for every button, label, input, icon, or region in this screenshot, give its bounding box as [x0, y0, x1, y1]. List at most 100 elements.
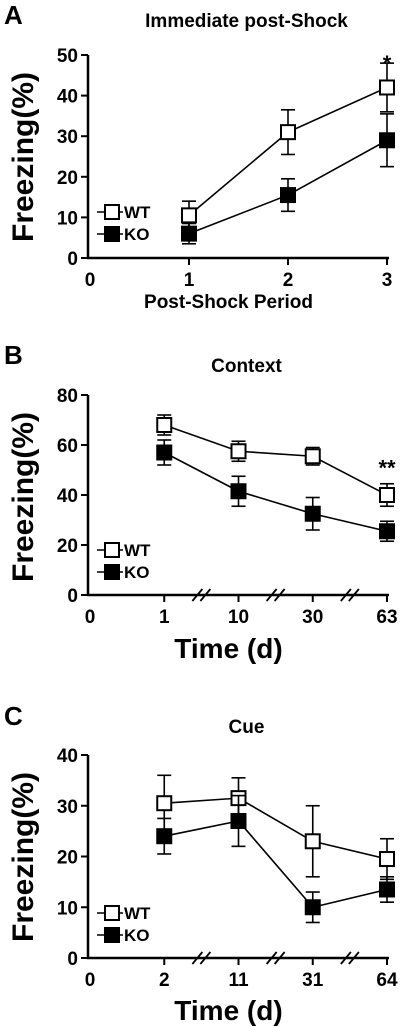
series-ko	[181, 113, 395, 245]
legend-label-ko: KO	[124, 563, 150, 582]
axis-break-mark	[199, 951, 212, 965]
x-tick-label: 1	[159, 607, 170, 628]
y-tick-label: 40	[57, 746, 78, 767]
x-tick-label: 11	[228, 970, 249, 991]
x-tick-label: 0	[85, 270, 96, 291]
y-tick-label: 60	[57, 436, 78, 457]
data-point-ko	[230, 812, 247, 829]
y-tick-label: 40	[57, 87, 78, 108]
axis-break-mark	[265, 588, 278, 602]
chart-title: Immediate post-Shock	[145, 11, 348, 32]
panel-label: A	[4, 0, 23, 30]
x-axis-label: Post-Shock Period	[144, 292, 313, 313]
series-line-ko	[164, 820, 388, 909]
data-point-wt	[304, 833, 321, 850]
legend-label-wt: WT	[124, 203, 151, 222]
legend: WT KO	[97, 904, 151, 945]
x-tick-label: 0	[85, 970, 96, 991]
panel-label: C	[4, 701, 23, 731]
legend: WT KO	[97, 541, 151, 582]
y-tick-label: 30	[57, 797, 78, 818]
axis-break-mark	[191, 588, 204, 602]
series-line-ko	[163, 451, 388, 533]
series-wt	[181, 62, 395, 231]
data-point-ko	[156, 444, 173, 461]
data-point-wt	[156, 417, 173, 433]
data-point-wt	[379, 851, 395, 868]
x-tick-label: 2	[159, 970, 170, 991]
y-tick-label: 40	[57, 486, 78, 507]
data-point-wt	[379, 79, 395, 96]
data-point-wt	[156, 795, 173, 812]
legend-label-wt: WT	[124, 541, 151, 560]
x-tick-label: 3	[382, 270, 393, 291]
legend-marker-ko	[104, 927, 120, 943]
axis-break-mark	[273, 951, 286, 965]
y-tick-label: 20	[57, 848, 78, 869]
x-tick-label: 31	[302, 970, 324, 991]
legend-label-wt: WT	[124, 904, 151, 923]
y-tick-label: 20	[57, 536, 78, 557]
data-point-ko	[379, 523, 395, 540]
axis-break-mark	[340, 951, 352, 965]
y-tick-label: 10	[57, 208, 78, 229]
series-wt	[156, 414, 395, 508]
x-tick-label: 63	[376, 607, 397, 628]
axis-break-mark	[199, 588, 212, 602]
x-tick-label: 10	[228, 607, 249, 628]
x-tick-label: 1	[184, 270, 195, 291]
significance-marker: *	[383, 51, 392, 76]
data-point-ko	[379, 132, 395, 149]
data-point-wt	[379, 487, 395, 503]
legend-marker-wt	[104, 204, 120, 220]
y-axis-label: Freezing(%)	[7, 412, 40, 582]
chart-title: Cue	[229, 717, 265, 738]
data-point-ko	[156, 828, 173, 845]
y-tick-label: 10	[57, 898, 78, 919]
axis-break-mark	[348, 951, 360, 965]
data-point-ko	[230, 483, 247, 500]
legend-marker-ko	[104, 564, 120, 580]
legend-marker-ko	[104, 226, 120, 242]
series-line-wt	[163, 424, 388, 496]
y-axis-label: Freezing(%)	[7, 772, 40, 942]
y-tick-label: 20	[57, 168, 78, 189]
data-point-ko	[304, 899, 321, 916]
significance-marker: **	[378, 456, 396, 481]
legend-label-ko: KO	[124, 225, 150, 244]
x-tick-label: 2	[283, 270, 294, 291]
x-axis-label: Time (d)	[174, 995, 282, 1026]
data-point-wt	[280, 124, 296, 141]
chart-title: Context	[211, 356, 282, 377]
legend-label-ko: KO	[124, 926, 150, 945]
x-axis-label: Time (d)	[174, 633, 282, 664]
chart-panel-c: C Cue 0 10 20 30 40 0 2 11 31 64 Time (d) Freezing(%)…	[4, 701, 398, 1026]
y-tick-label: 0	[67, 249, 78, 270]
axis-break-mark	[348, 588, 360, 602]
data-point-wt	[230, 443, 247, 460]
y-axis-label: Freezing(%)	[7, 72, 40, 242]
data-point-ko	[280, 187, 296, 204]
y-tick-label: 30	[57, 127, 78, 148]
data-point-wt	[304, 448, 321, 465]
legend-marker-wt	[104, 542, 120, 558]
y-tick-label: 50	[57, 46, 78, 67]
series-ko	[156, 439, 395, 543]
y-tick-label: 80	[57, 386, 78, 407]
axis-break-mark	[191, 951, 204, 965]
axis-break-mark	[340, 588, 352, 602]
data-point-ko	[379, 881, 395, 898]
legend: WT KO	[97, 203, 151, 244]
x-tick-label: 0	[85, 607, 96, 628]
data-point-ko	[181, 225, 197, 242]
y-tick-label: 0	[67, 586, 78, 607]
axis-break-mark	[265, 951, 278, 965]
series-ko	[156, 794, 395, 924]
legend-marker-wt	[104, 905, 120, 921]
panel-label: B	[4, 340, 23, 370]
y-tick-label: 0	[67, 949, 78, 970]
series-line-wt	[164, 797, 388, 860]
axis-break-mark	[273, 588, 286, 602]
data-point-ko	[304, 505, 321, 522]
